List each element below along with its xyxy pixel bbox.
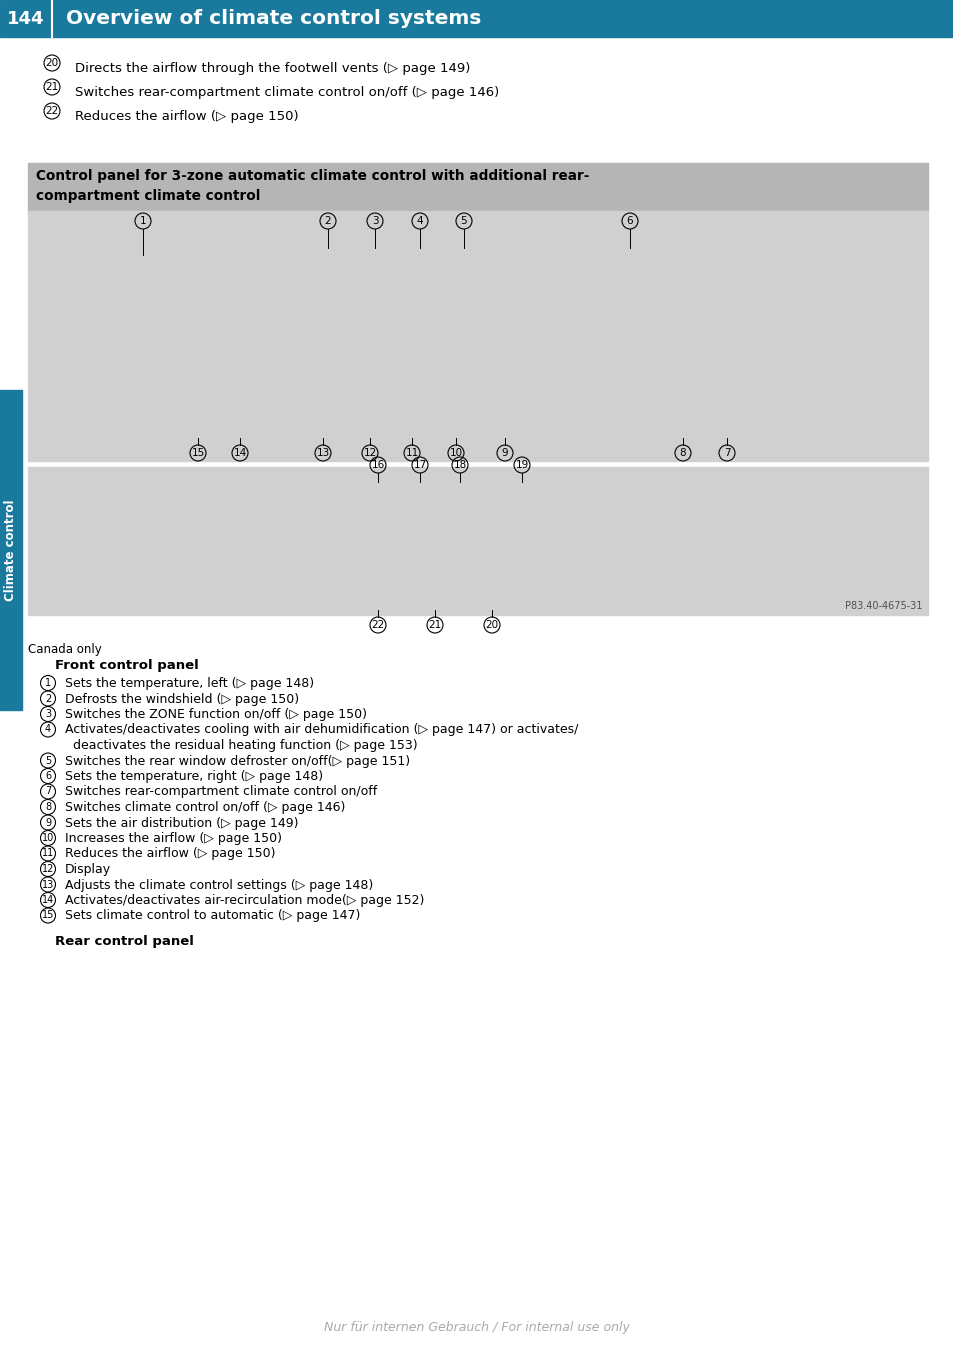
Text: Switches the ZONE function on/off (▷ page 150): Switches the ZONE function on/off (▷ pag…: [65, 708, 367, 720]
Text: 8: 8: [679, 448, 685, 458]
Text: 5: 5: [460, 217, 467, 226]
Text: Switches climate control on/off (▷ page 146): Switches climate control on/off (▷ page …: [65, 802, 345, 814]
Text: 15: 15: [42, 910, 54, 921]
Text: Display: Display: [65, 862, 111, 876]
Bar: [0, 0, 953, 37]
Text: Increases the airflow (▷ page 150): Increases the airflow (▷ page 150): [65, 831, 282, 845]
Text: Adjusts the climate control settings (▷ page 148): Adjusts the climate control settings (▷ …: [65, 879, 373, 891]
Text: Reduces the airflow (▷ page 150): Reduces the airflow (▷ page 150): [65, 848, 275, 861]
Text: 3: 3: [372, 217, 378, 226]
Text: 13: 13: [316, 448, 330, 458]
Text: 6: 6: [626, 217, 633, 226]
Text: 19: 19: [515, 460, 528, 470]
Text: Reduces the airflow (▷ page 150): Reduces the airflow (▷ page 150): [75, 110, 298, 123]
Text: 14: 14: [42, 895, 54, 904]
Text: 11: 11: [42, 849, 54, 858]
Text: 22: 22: [46, 106, 58, 116]
Text: 15: 15: [192, 448, 204, 458]
Text: 17: 17: [413, 460, 426, 470]
Text: 20: 20: [46, 58, 58, 68]
Text: 9: 9: [501, 448, 508, 458]
Text: Sets the temperature, right (▷ page 148): Sets the temperature, right (▷ page 148): [65, 770, 323, 783]
Bar: [28, 467, 927, 615]
Text: Directs the airflow through the footwell vents (▷ page 149): Directs the airflow through the footwell…: [75, 62, 470, 74]
Text: compartment climate control: compartment climate control: [36, 190, 260, 203]
Text: Sets the temperature, left (▷ page 148): Sets the temperature, left (▷ page 148): [65, 677, 314, 691]
Text: 21: 21: [428, 620, 441, 630]
Text: 13: 13: [42, 880, 54, 890]
Text: 3: 3: [45, 709, 51, 719]
Text: 20: 20: [485, 620, 498, 630]
Bar: [28, 162, 927, 211]
Text: Switches rear-compartment climate control on/off: Switches rear-compartment climate contro…: [65, 785, 376, 799]
Text: 2: 2: [324, 217, 331, 226]
Text: Sets the air distribution (▷ page 149): Sets the air distribution (▷ page 149): [65, 816, 298, 830]
Text: 9: 9: [45, 818, 51, 827]
Text: Switches rear-compartment climate control on/off (▷ page 146): Switches rear-compartment climate contro…: [75, 87, 498, 99]
Text: 7: 7: [723, 448, 730, 458]
Text: 22: 22: [371, 620, 384, 630]
Text: 6: 6: [45, 770, 51, 781]
Text: 2: 2: [45, 693, 51, 704]
Text: 21: 21: [46, 83, 58, 92]
Text: deactivates the residual heating function (▷ page 153): deactivates the residual heating functio…: [73, 739, 417, 751]
Text: 4: 4: [416, 217, 423, 226]
Text: 12: 12: [42, 864, 54, 873]
Text: P83.40-4675-31: P83.40-4675-31: [844, 601, 923, 611]
Bar: [0, 390, 22, 709]
Text: 7: 7: [45, 787, 51, 796]
Text: 16: 16: [371, 460, 384, 470]
Text: Switches the rear window defroster on/off(▷ page 151): Switches the rear window defroster on/of…: [65, 754, 410, 768]
Text: 18: 18: [453, 460, 466, 470]
Text: 11: 11: [405, 448, 418, 458]
Text: 10: 10: [42, 833, 54, 844]
Text: Canada only: Canada only: [28, 643, 102, 655]
Text: Nur für internen Gebrauch / For internal use only: Nur für internen Gebrauch / For internal…: [324, 1322, 629, 1335]
Text: 1: 1: [45, 678, 51, 688]
Text: Control panel for 3-zone automatic climate control with additional rear-: Control panel for 3-zone automatic clima…: [36, 169, 589, 183]
Text: 144: 144: [8, 9, 45, 27]
Text: 1: 1: [139, 217, 146, 226]
Text: Activates/deactivates air-recirculation mode(▷ page 152): Activates/deactivates air-recirculation …: [65, 894, 424, 907]
Text: Front control panel: Front control panel: [55, 659, 198, 672]
Bar: [28, 211, 927, 460]
Text: Overview of climate control systems: Overview of climate control systems: [66, 9, 481, 28]
Text: 8: 8: [45, 802, 51, 812]
Text: 5: 5: [45, 756, 51, 765]
Text: Sets climate control to automatic (▷ page 147): Sets climate control to automatic (▷ pag…: [65, 910, 360, 922]
Text: Climate control: Climate control: [5, 500, 17, 601]
Text: 10: 10: [449, 448, 462, 458]
Text: 14: 14: [233, 448, 247, 458]
Text: 4: 4: [45, 724, 51, 734]
Text: Defrosts the windshield (▷ page 150): Defrosts the windshield (▷ page 150): [65, 692, 299, 705]
Text: Rear control panel: Rear control panel: [55, 936, 193, 948]
Text: 12: 12: [363, 448, 376, 458]
Text: Activates/deactivates cooling with air dehumidification (▷ page 147) or activate: Activates/deactivates cooling with air d…: [65, 723, 578, 737]
